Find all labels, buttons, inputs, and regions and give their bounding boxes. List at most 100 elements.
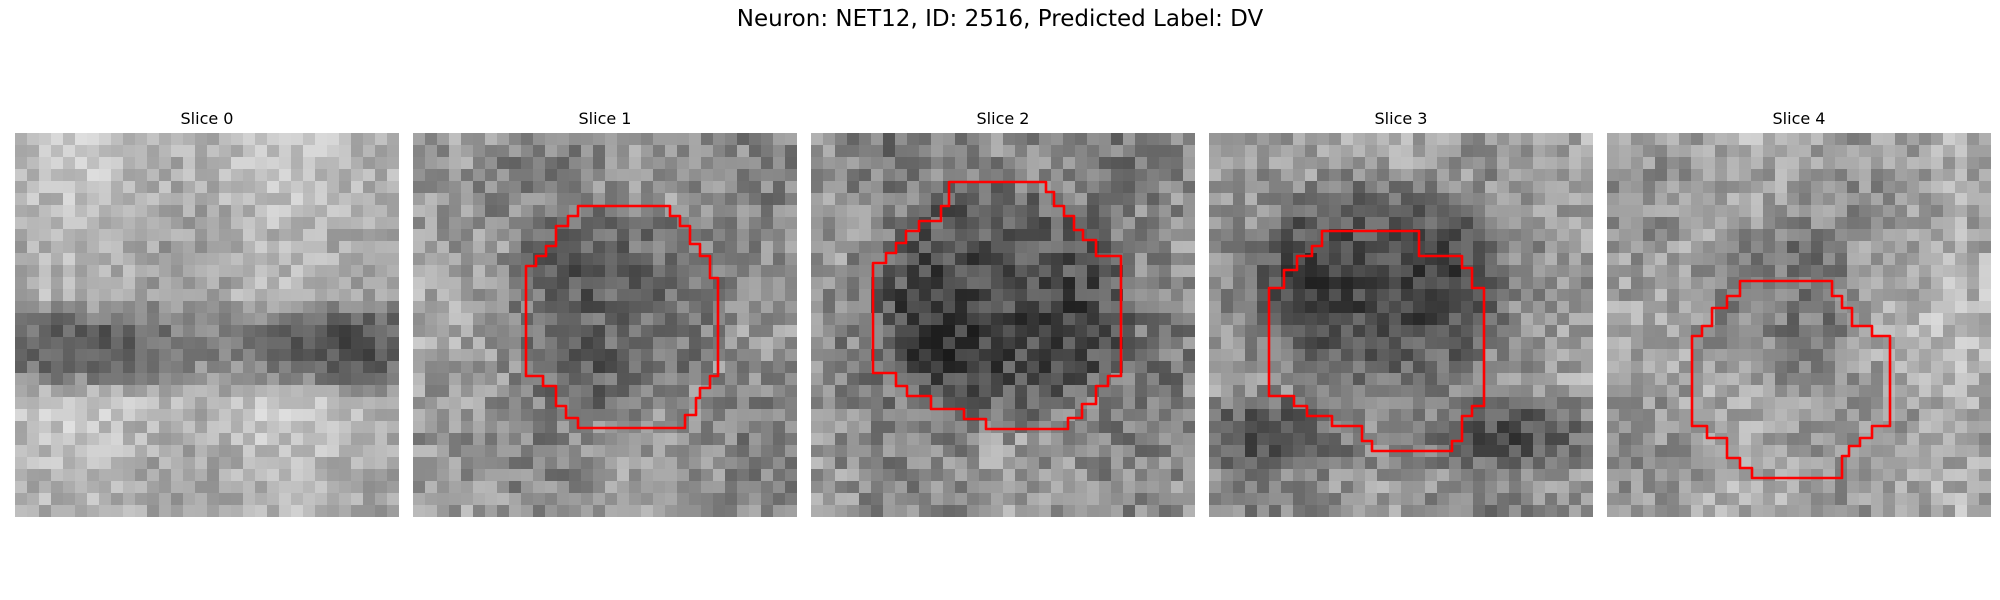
- pixel: [1955, 289, 1968, 302]
- pixel: [1955, 337, 1968, 350]
- pixel: [1835, 373, 1848, 386]
- pixel: [859, 445, 872, 458]
- pixel: [1183, 361, 1195, 374]
- pixel: [1619, 313, 1632, 326]
- pixel: [1063, 505, 1076, 517]
- pixel: [677, 433, 690, 446]
- pixel: [761, 397, 774, 410]
- pixel: [811, 133, 824, 146]
- pixel: [773, 253, 786, 266]
- pixel: [617, 373, 630, 386]
- pixel: [135, 229, 148, 242]
- pixel: [207, 277, 220, 290]
- pixel: [859, 169, 872, 182]
- pixel: [533, 337, 546, 350]
- pixel: [1955, 349, 1968, 362]
- pixel: [1353, 457, 1366, 470]
- pixel: [785, 325, 797, 338]
- pixel: [437, 361, 450, 374]
- pixel: [979, 241, 992, 254]
- pixel: [629, 349, 642, 362]
- pixel: [1883, 181, 1896, 194]
- pixel: [545, 421, 558, 434]
- pixel: [461, 289, 474, 302]
- pixel: [1509, 493, 1522, 506]
- pixel: [485, 181, 498, 194]
- pixel: [123, 253, 136, 266]
- pixel: [15, 361, 28, 374]
- pixel: [1895, 325, 1908, 338]
- pixel: [593, 505, 606, 517]
- pixel: [1979, 289, 1991, 302]
- pixel: [1425, 433, 1438, 446]
- pixel: [15, 193, 28, 206]
- pixel: [1787, 313, 1800, 326]
- pixel: [327, 385, 340, 398]
- pixel: [291, 397, 304, 410]
- pixel: [689, 253, 702, 266]
- pixel: [713, 253, 726, 266]
- pixel: [27, 289, 40, 302]
- pixel: [569, 289, 582, 302]
- pixel: [171, 361, 184, 374]
- pixel: [1209, 337, 1222, 350]
- pixel: [1413, 385, 1426, 398]
- pixel: [51, 301, 64, 314]
- pixel: [1377, 253, 1390, 266]
- pixel: [1329, 313, 1342, 326]
- pixel: [701, 205, 714, 218]
- pixel: [641, 193, 654, 206]
- pixel: [1245, 433, 1258, 446]
- pixel: [1557, 397, 1570, 410]
- pixel: [1509, 289, 1522, 302]
- pixel: [87, 505, 100, 517]
- pixel: [1413, 349, 1426, 362]
- pixel: [761, 205, 774, 218]
- pixel: [327, 481, 340, 494]
- pixel: [99, 193, 112, 206]
- pixel: [1811, 397, 1824, 410]
- pixel: [1281, 325, 1294, 338]
- pixel: [1557, 277, 1570, 290]
- pixel: [497, 373, 510, 386]
- pixel: [1413, 157, 1426, 170]
- pixel: [1667, 433, 1680, 446]
- pixel: [1075, 169, 1088, 182]
- pixel: [1317, 433, 1330, 446]
- pixel: [111, 421, 124, 434]
- pixel: [219, 253, 232, 266]
- pixel: [761, 253, 774, 266]
- pixel: [1847, 169, 1860, 182]
- pixel: [1847, 265, 1860, 278]
- pixel: [1233, 493, 1246, 506]
- pixel: [1497, 469, 1510, 482]
- pixel: [1581, 325, 1593, 338]
- pixel: [773, 169, 786, 182]
- pixel: [1799, 325, 1812, 338]
- pixel: [1739, 313, 1752, 326]
- pixel: [1871, 289, 1884, 302]
- pixel: [545, 217, 558, 230]
- pixel: [1257, 289, 1270, 302]
- pixel: [1691, 157, 1704, 170]
- pixel: [1703, 409, 1716, 422]
- pixel: [847, 169, 860, 182]
- pixel: [231, 193, 244, 206]
- pixel: [231, 433, 244, 446]
- pixel: [907, 493, 920, 506]
- pixel: [15, 493, 28, 506]
- pixel: [761, 469, 774, 482]
- pixel: [1751, 193, 1764, 206]
- pixel: [605, 445, 618, 458]
- pixel: [461, 181, 474, 194]
- pixel: [461, 445, 474, 458]
- pixel: [1751, 157, 1764, 170]
- pixel: [1943, 361, 1956, 374]
- slice-panel-1: Slice 1: [413, 108, 797, 517]
- pixel: [1581, 313, 1593, 326]
- pixel: [1221, 445, 1234, 458]
- pixel: [111, 361, 124, 374]
- pixel: [135, 493, 148, 506]
- pixel: [327, 373, 340, 386]
- pixel: [1147, 277, 1160, 290]
